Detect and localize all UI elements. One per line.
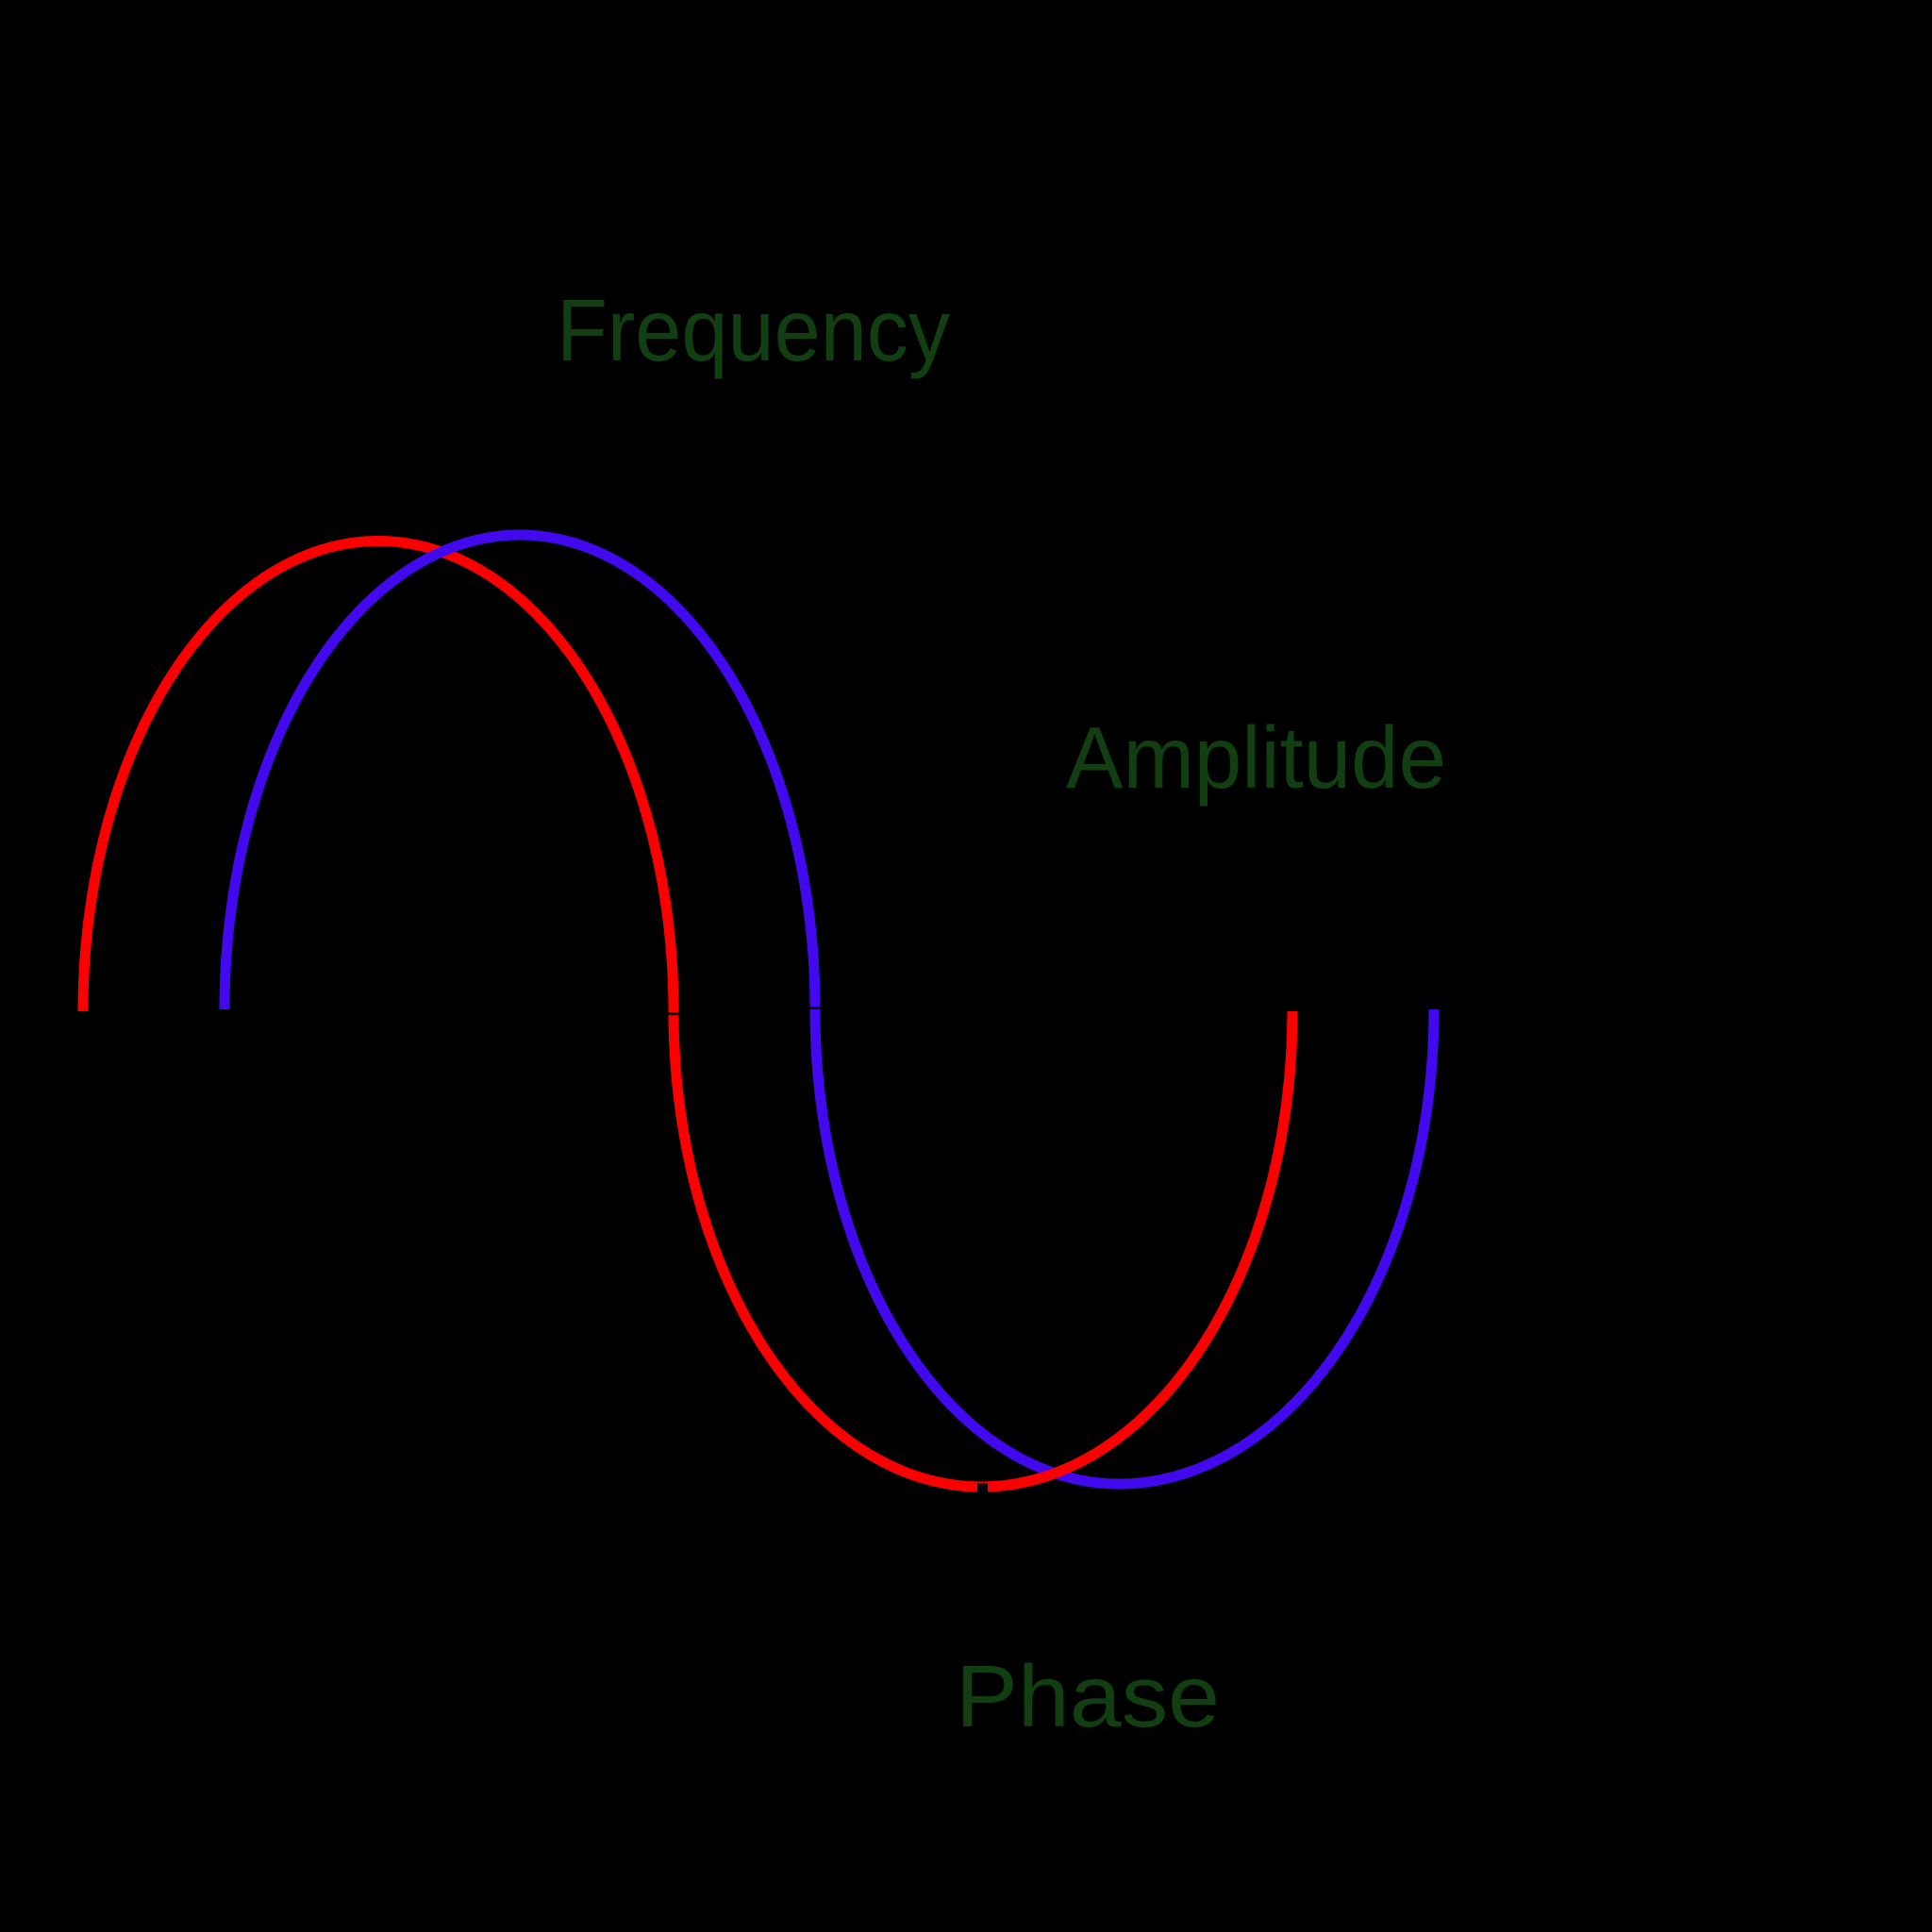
svg-text:Phase: Phase: [956, 1647, 1220, 1745]
svg-text:Amplitude: Amplitude: [1066, 708, 1446, 807]
svg-text:Frequency: Frequency: [557, 281, 950, 379]
